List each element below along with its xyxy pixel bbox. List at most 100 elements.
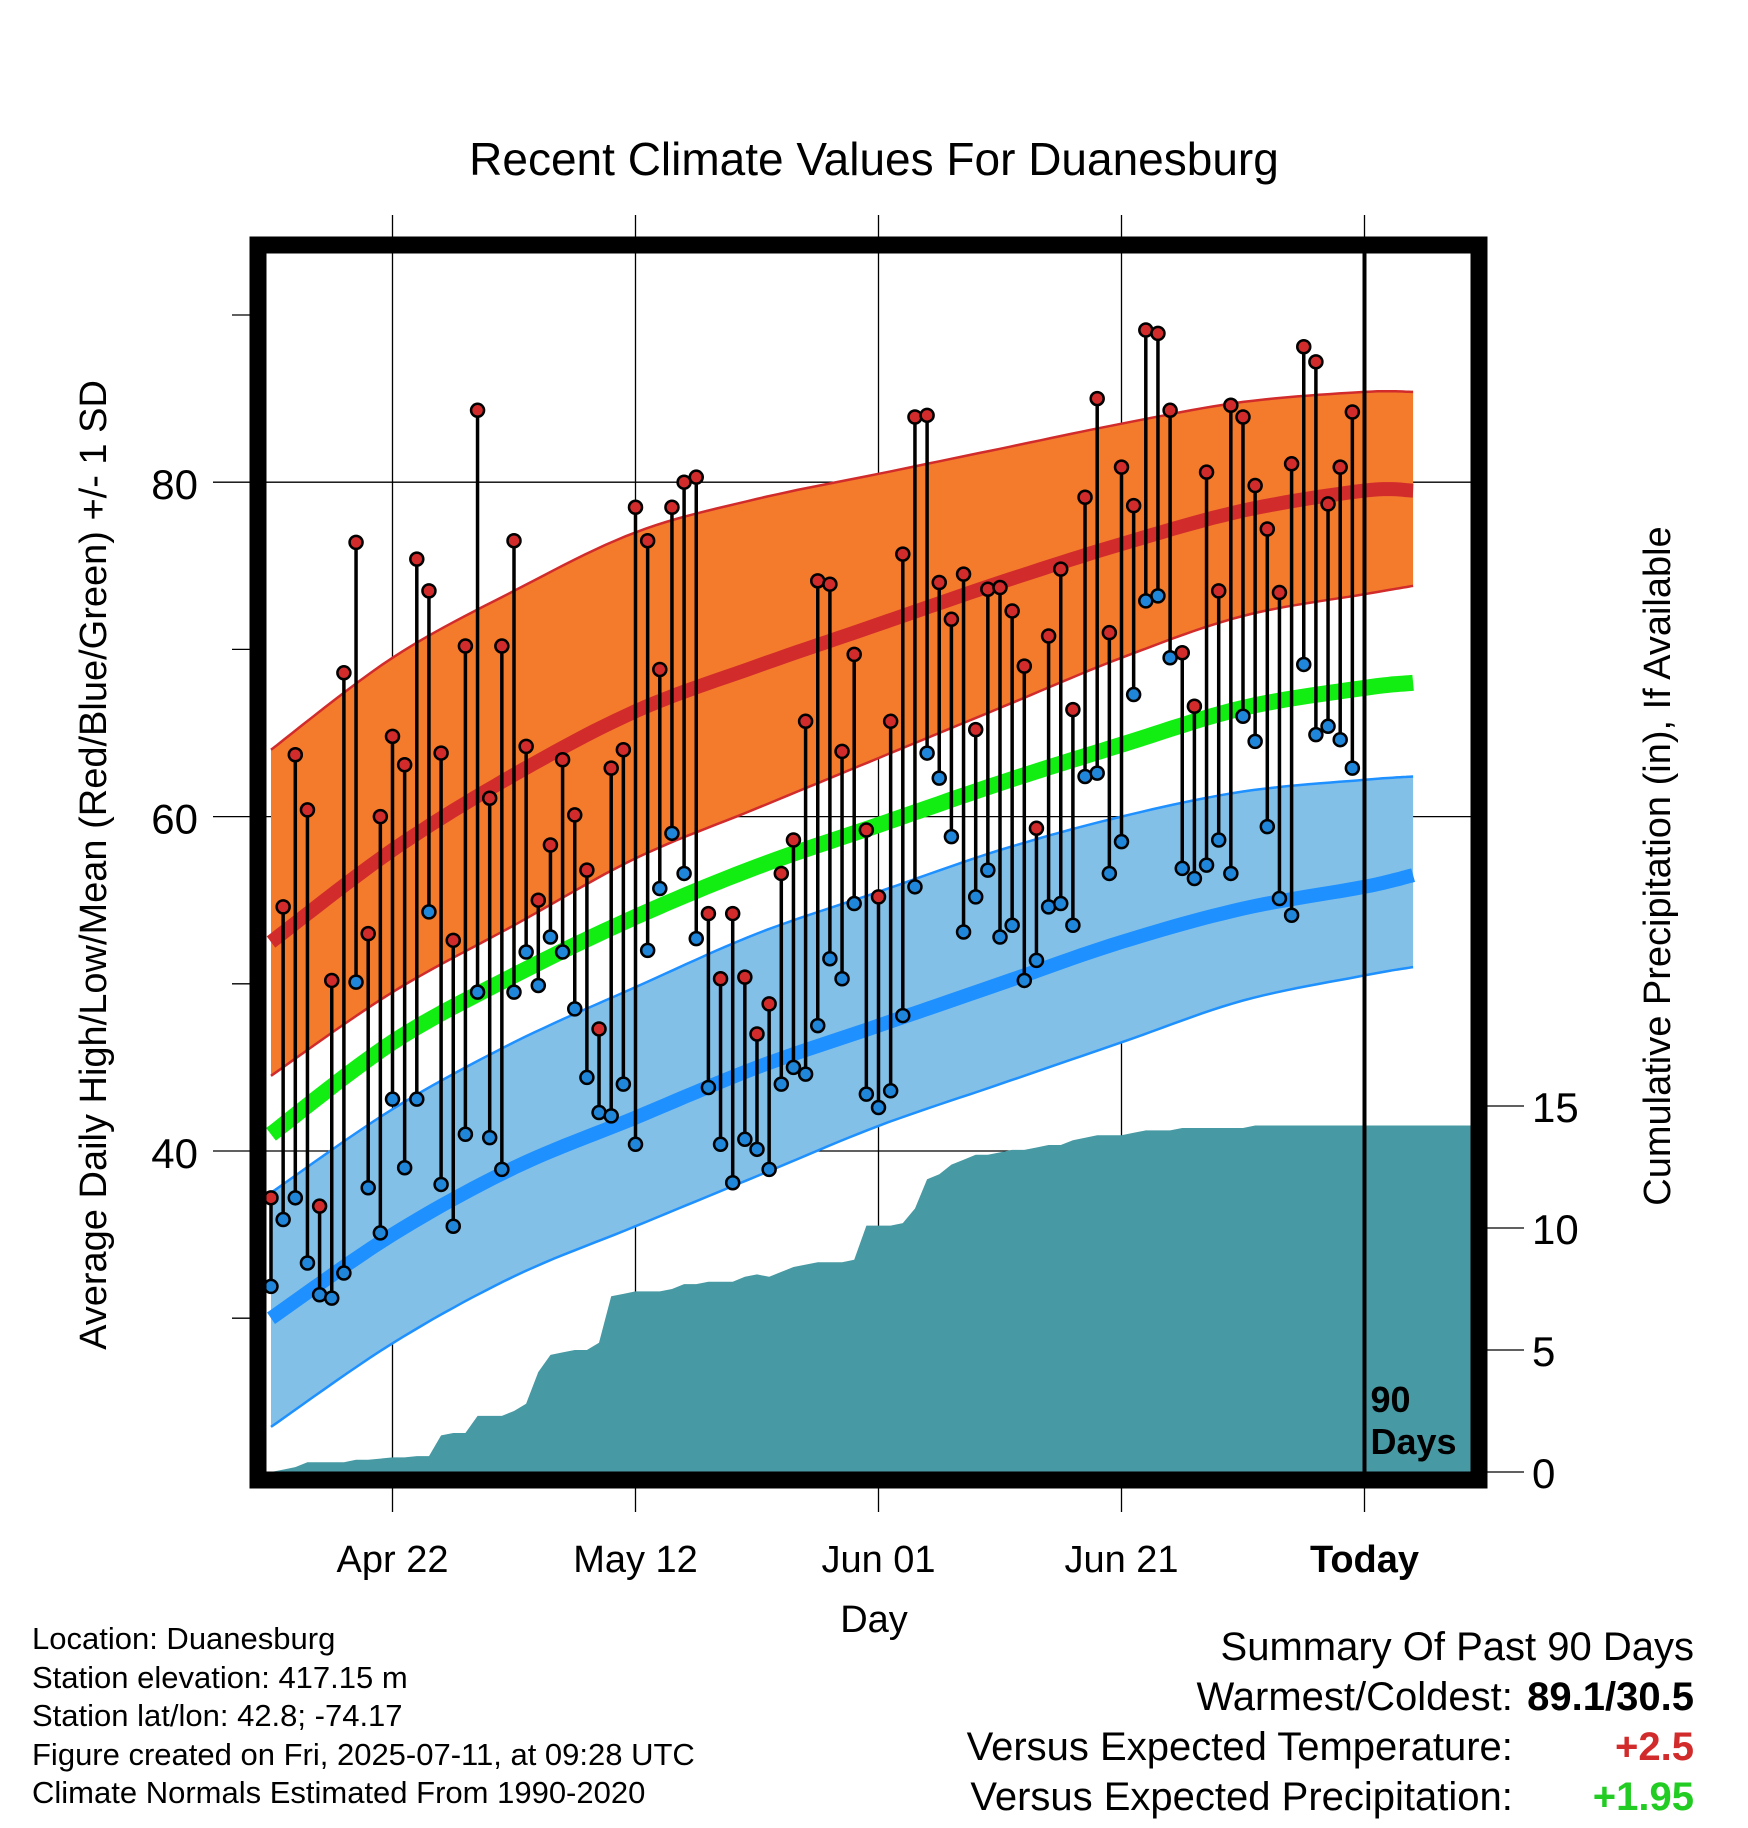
daily-high-point [1077, 489, 1093, 505]
daily-low-point [324, 1290, 340, 1306]
daily-high-point [1028, 820, 1045, 837]
daily-high-point [846, 646, 862, 663]
daily-high-point [1016, 658, 1033, 674]
daily-low-point [348, 974, 364, 990]
elevation-text: Station elevation: 417.15 m [32, 1659, 408, 1695]
y-tick-label-left: 60 [151, 796, 198, 843]
daily-low-point [992, 929, 1008, 945]
daily-low-point [676, 865, 692, 882]
daily-low-point [506, 984, 522, 1000]
daily-high-point [1247, 477, 1263, 494]
daily-high-point [1174, 644, 1190, 661]
daily-low-point [421, 904, 437, 920]
station-info: Location: Duanesburg Station elevation: … [32, 1620, 695, 1813]
daily-low-point [1198, 857, 1215, 873]
daily-high-point [1210, 583, 1227, 599]
daily-low-point [396, 1159, 413, 1176]
low-sd-lower-edge [270, 965, 1414, 1428]
daily-high-point [834, 743, 850, 760]
daily-low-point [433, 1176, 449, 1193]
daily-high-point [591, 1021, 607, 1037]
daily-low-point [931, 770, 947, 786]
daily-high-point [907, 409, 923, 425]
daily-low-point [1259, 818, 1276, 835]
daily-high-point [615, 741, 632, 758]
daily-low-point [384, 1091, 401, 1107]
daily-low-point [858, 1086, 875, 1102]
daily-high-point [1198, 464, 1215, 480]
daily-low-point [1174, 860, 1190, 877]
precip-anomaly-value: +1.95 [1592, 1775, 1694, 1819]
daily-low-point [822, 950, 838, 967]
x-tick-label: Jun 21 [1064, 1539, 1178, 1581]
daily-high-point [506, 532, 522, 549]
y-tick-label-right: 10 [1532, 1206, 1579, 1253]
daily-high-point [761, 996, 777, 1012]
daily-high-point [700, 905, 717, 922]
daily-high-point [1150, 325, 1166, 342]
daily-high-point [372, 808, 389, 825]
created-text: Figure created on Fri, 2025-07-11, at 09… [32, 1736, 695, 1772]
daily-high-point [603, 760, 619, 776]
summary-title: Summary Of Past 90 Days [1220, 1625, 1694, 1669]
daily-low-point [1308, 726, 1324, 743]
daily-low-point [749, 1141, 765, 1158]
daily-low-point [712, 1136, 729, 1153]
daily-high-point [627, 499, 644, 516]
daily-low-point [1332, 731, 1348, 748]
daily-low-point [1004, 917, 1020, 934]
daily-low-point [554, 944, 571, 960]
daily-low-point [469, 984, 486, 1000]
daily-high-point [664, 499, 680, 516]
daily-high-point [554, 752, 571, 768]
daily-low-point [1065, 917, 1081, 934]
daily-high-point [1235, 409, 1251, 425]
daily-high-point [445, 932, 461, 949]
daily-high-point [457, 638, 474, 654]
x-tick-label: Apr 22 [337, 1539, 449, 1581]
summary-panel: Summary Of Past 90 Days Warmest/Coldest:… [967, 1622, 1694, 1822]
daily-low-point [1028, 952, 1045, 969]
daily-low-point [1089, 765, 1105, 781]
daily-low-point [1235, 708, 1251, 725]
daily-high-point [967, 721, 984, 738]
high-sd-band [271, 391, 1414, 1076]
daily-low-point [542, 929, 559, 945]
daily-high-point [943, 611, 960, 628]
daily-high-point [542, 837, 559, 853]
daily-low-point [773, 1076, 790, 1092]
daily-low-point [567, 1001, 583, 1017]
daily-high-point [421, 583, 437, 599]
daily-low-point [737, 1131, 753, 1148]
daily-high-point [324, 972, 340, 989]
daily-high-point [469, 402, 486, 419]
today-days-word: Days [1371, 1421, 1457, 1462]
left-axis-label: Average Daily High/Low/Mean (Red/Blue/Gr… [73, 380, 115, 1350]
daily-low-point [481, 1129, 498, 1146]
daily-low-point [457, 1126, 474, 1143]
daily-high-point [1223, 397, 1239, 414]
daily-high-point [1332, 459, 1348, 475]
temp-anomaly-value: +2.5 [1615, 1725, 1694, 1769]
daily-high-point [980, 581, 996, 597]
daily-high-point [773, 865, 790, 882]
daily-low-point [846, 895, 862, 912]
y-tick-label-right: 15 [1532, 1084, 1579, 1131]
daily-low-point [1344, 760, 1361, 776]
daily-high-point [992, 579, 1008, 596]
daily-high-point [822, 576, 838, 592]
daily-high-point [724, 905, 741, 922]
daily-low-point [1247, 733, 1263, 750]
high-sd-upper-edge [270, 389, 1414, 751]
daily-high-point [882, 713, 899, 730]
daily-high-point [749, 1026, 765, 1042]
daily-high-point [895, 546, 911, 562]
daily-low-point [1210, 832, 1227, 848]
daily-low-point [1113, 833, 1130, 850]
daily-high-point [433, 745, 449, 761]
daily-high-point [1089, 390, 1105, 407]
daily-high-point [919, 407, 935, 424]
x-tick-label: Today [1310, 1539, 1419, 1581]
daily-low-point [518, 944, 534, 960]
daily-high-point [1113, 459, 1130, 475]
